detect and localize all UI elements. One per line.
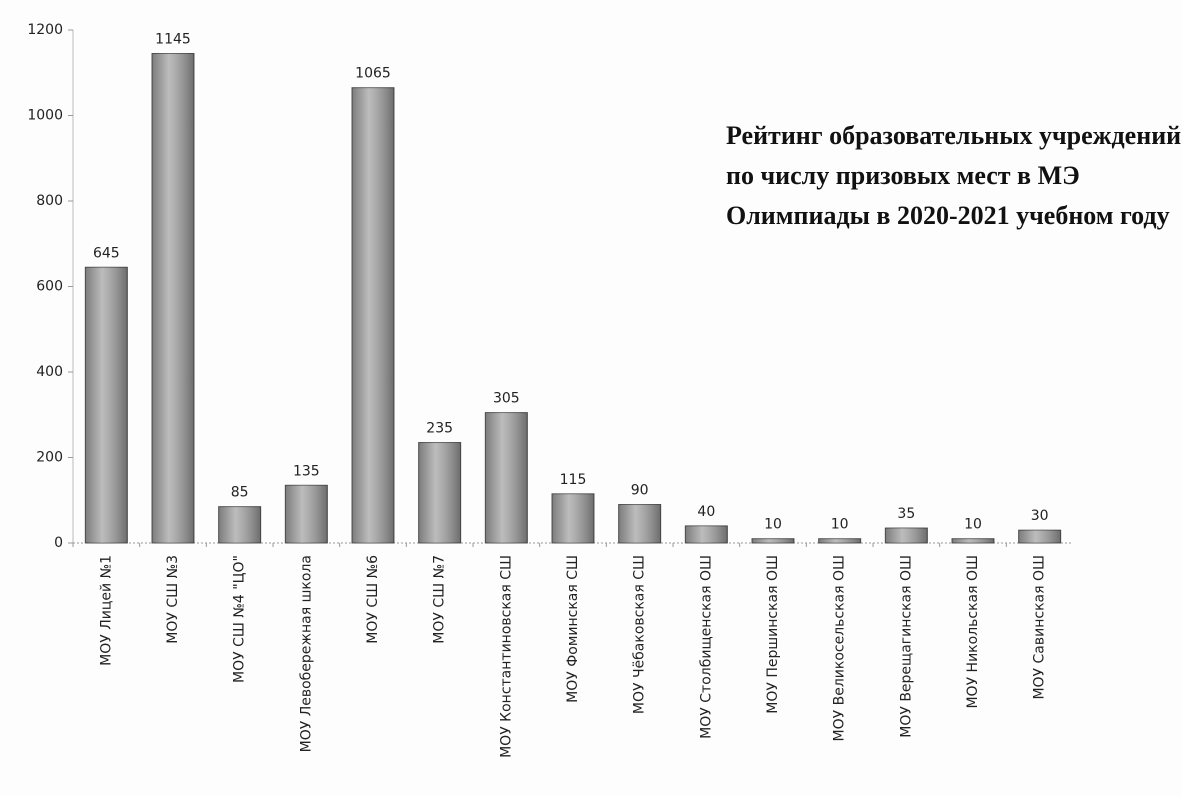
x-tick-label: МОУ Савинская ОШ	[1032, 555, 1048, 700]
bar-shade	[485, 412, 528, 543]
value-label: 115	[560, 472, 587, 488]
y-tick-label: 0	[54, 535, 63, 551]
y-tick-label: 1000	[27, 108, 63, 124]
bar-shade	[218, 506, 261, 543]
value-label: 305	[493, 391, 520, 407]
y-tick-label: 200	[36, 450, 63, 466]
value-label: 10	[831, 517, 849, 533]
value-label: 40	[697, 504, 715, 520]
bar-shade	[352, 87, 394, 544]
value-label: 1065	[355, 66, 391, 82]
bar-shade	[885, 528, 928, 543]
bar-shade	[418, 442, 461, 543]
x-tick-label: МОУ Столбищенская ОШ	[698, 555, 714, 739]
bar-shade	[1018, 530, 1061, 543]
value-label: 645	[93, 245, 120, 261]
x-tick-label: МОУ Першинская ОШ	[765, 555, 781, 714]
value-label: 10	[764, 517, 782, 533]
bar-shade	[152, 53, 194, 543]
bar-shade	[752, 538, 794, 543]
value-label: 10	[964, 517, 982, 533]
chart-title: Рейтинг образовательных учреждений по чи…	[726, 121, 1182, 230]
bar-shade	[818, 538, 861, 543]
y-tick-label: 400	[36, 364, 63, 380]
value-label: 235	[426, 421, 453, 437]
x-tick-label: МОУ Великосельская ОШ	[832, 555, 848, 741]
value-label: 30	[1031, 508, 1049, 524]
x-tick-label: МОУ СШ №3	[165, 555, 181, 644]
value-label: 135	[293, 463, 320, 479]
bar-shade	[685, 525, 728, 543]
y-tick-label: 1200	[27, 22, 63, 38]
value-label: 85	[231, 485, 249, 501]
x-tick-label: МОУ СШ №4 "ЦО"	[232, 555, 248, 683]
x-tick-label: МОУ СШ №6	[365, 555, 381, 644]
bar-shade	[952, 538, 994, 543]
value-label: 1145	[155, 32, 191, 48]
x-tick-label: МОУ Верещагинская ОШ	[898, 555, 914, 738]
x-tick-label: МОУ Никольская ОШ	[965, 555, 981, 709]
value-label: 35	[897, 506, 915, 522]
x-tick-label: МОУ Левобережная школа	[298, 555, 314, 752]
x-tick-label: МОУ Фоминская СШ	[565, 555, 581, 703]
x-tick-label: МОУ Чёбаковская СШ	[632, 555, 648, 714]
x-tick-label: МОУ СШ №7	[432, 555, 448, 644]
y-tick-label: 800	[36, 193, 63, 209]
x-tick-label: МОУ Лицей №1	[98, 555, 114, 666]
bar-shade	[618, 504, 661, 543]
bar-shade	[552, 493, 594, 543]
y-tick-label: 600	[36, 279, 63, 295]
bar-shade	[285, 485, 328, 543]
bar-shade	[85, 267, 128, 543]
value-label: 90	[631, 483, 649, 499]
x-tick-label: МОУ Константиновская СШ	[498, 555, 514, 758]
